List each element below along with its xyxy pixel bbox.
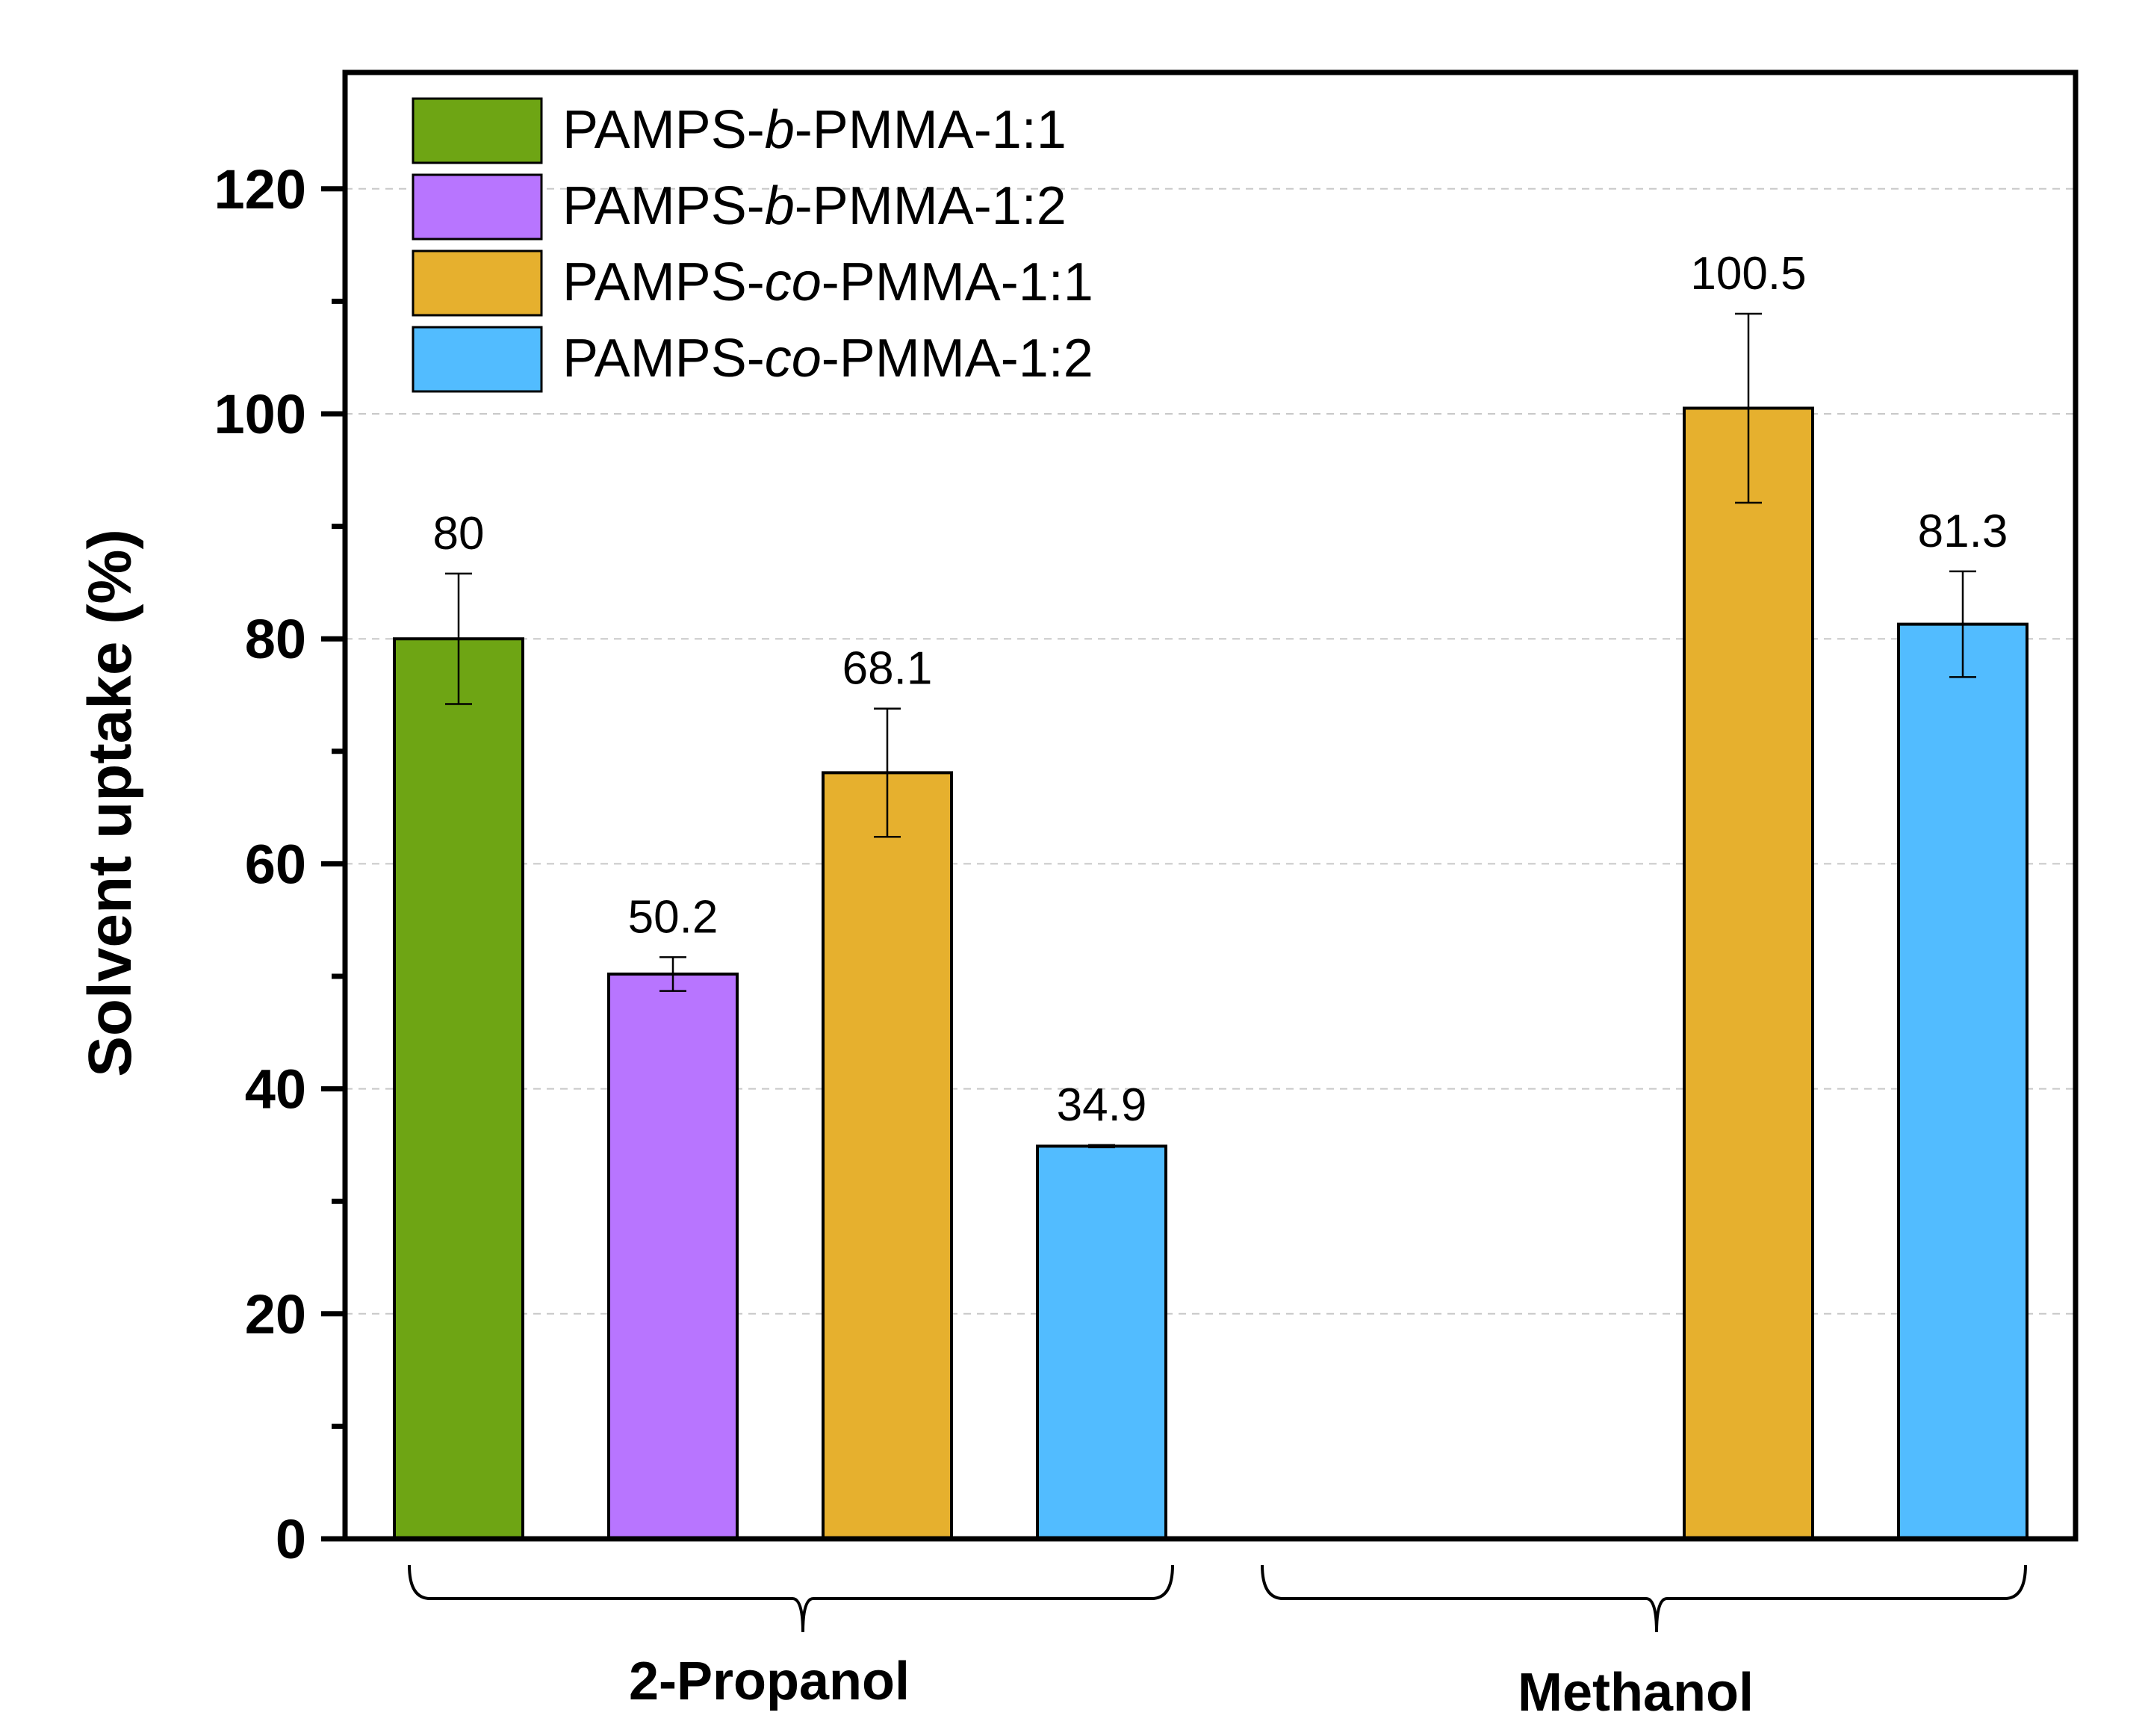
legend-entry: PAMPS-co-PMMA-1:1 xyxy=(562,252,1093,312)
plot-frame xyxy=(342,69,2079,1542)
x-group-label: 2-Propanol xyxy=(629,1652,910,1711)
x-group-label: Methanol xyxy=(1518,1663,1754,1723)
data-label: 80 xyxy=(433,508,485,559)
y-tick-label: 40 xyxy=(245,1058,306,1120)
y-tick-label: 20 xyxy=(245,1283,306,1345)
legend-entry: PAMPS-b-PMMA-1:1 xyxy=(562,100,1067,160)
data-label: 50.2 xyxy=(628,891,718,943)
y-tick-label: 120 xyxy=(214,158,306,220)
group-brackets: 2-Propanol Methanol xyxy=(408,1564,2027,1723)
legend-swatch xyxy=(412,97,543,164)
legend-swatch xyxy=(412,249,543,317)
data-label: 81.3 xyxy=(1918,506,2008,557)
group-bracket xyxy=(408,1564,1174,1633)
group-bracket xyxy=(1261,1564,2027,1633)
legend-entry: PAMPS-b-PMMA-1:2 xyxy=(562,176,1067,236)
error-bar xyxy=(659,956,686,992)
bar xyxy=(1683,406,1814,1540)
legend-swatch xyxy=(412,173,543,241)
bar xyxy=(822,771,953,1540)
y-tick-label: 60 xyxy=(245,833,306,895)
bar xyxy=(607,972,739,1541)
data-label: 68.1 xyxy=(842,643,933,695)
y-axis: 0 20 40 60 80 100 120 xyxy=(214,158,345,1570)
data-label: 100.5 xyxy=(1690,248,1806,300)
y-axis-title: Solvent uptake (%) xyxy=(76,529,144,1077)
error-bars xyxy=(445,312,1976,1149)
bar xyxy=(1897,622,2029,1541)
error-bar xyxy=(1735,312,1762,504)
y-tick-label: 100 xyxy=(214,383,306,445)
y-tick-label: 0 xyxy=(276,1508,306,1570)
error-bar xyxy=(1949,570,1976,678)
error-bar xyxy=(445,572,472,705)
data-label: 34.9 xyxy=(1057,1079,1147,1131)
legend-entry: PAMPS-co-PMMA-1:2 xyxy=(562,329,1093,388)
bars xyxy=(393,406,2029,1541)
y-tick-label: 80 xyxy=(245,608,306,670)
error-bar xyxy=(1088,1144,1115,1149)
bar xyxy=(393,637,524,1541)
legend: PAMPS-b-PMMA-1:1 PAMPS-b-PMMA-1:2 PAMPS-co… xyxy=(412,97,1093,393)
value-labels: 80 50.2 68.1 100.5 34.9 81.3 xyxy=(433,248,2008,1131)
error-bar xyxy=(874,707,901,838)
bar xyxy=(1036,1144,1167,1540)
legend-swatch xyxy=(412,326,543,393)
